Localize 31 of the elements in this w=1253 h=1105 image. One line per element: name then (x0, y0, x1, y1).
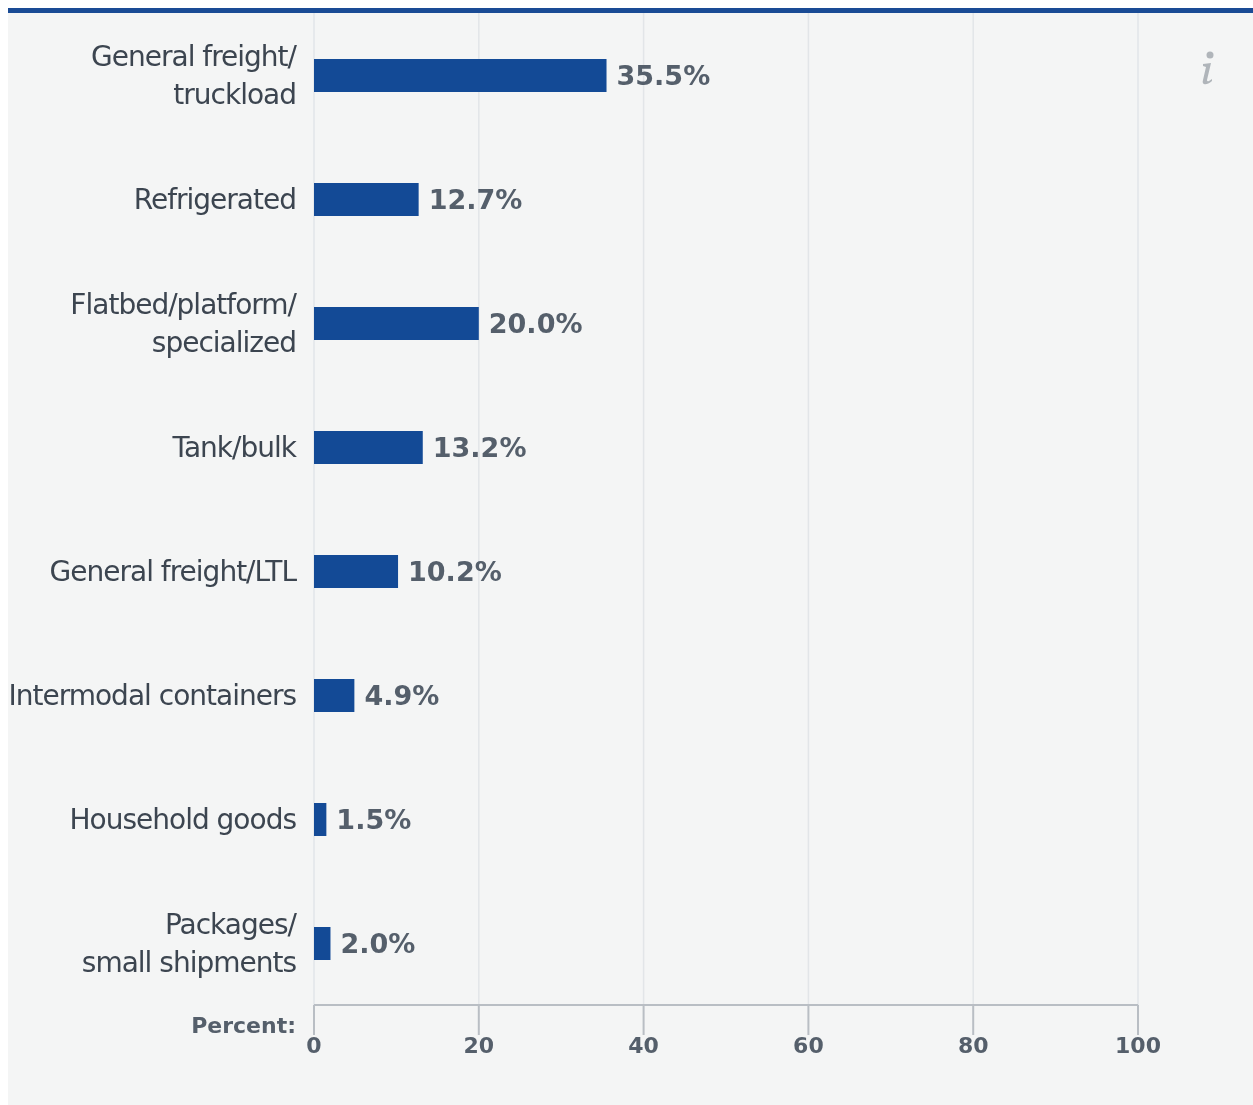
data-label: 20.0% (488, 308, 583, 340)
bar (314, 307, 479, 340)
x-axis-title: Percent: (191, 1012, 296, 1038)
x-tick-label: 40 (628, 1032, 659, 1058)
y-tick-label: Refrigerated (133, 182, 296, 216)
data-label: 10.2% (408, 556, 502, 588)
data-label: 4.9% (364, 680, 440, 712)
y-tick-label: General freight/LTL (49, 554, 298, 588)
x-tick-label: 100 (1115, 1032, 1161, 1058)
bar (314, 679, 355, 712)
x-tick-label: 0 (306, 1032, 322, 1058)
x-tick-label: 20 (463, 1032, 495, 1058)
data-label: 12.7% (428, 184, 523, 216)
y-tick-label: Intermodal containers (8, 678, 297, 712)
y-tick-label: Tank/bulk (171, 430, 298, 464)
x-tick-label: 80 (957, 1032, 989, 1058)
data-label: 13.2% (432, 432, 527, 464)
bar (314, 183, 419, 216)
x-tick-label: 60 (793, 1032, 824, 1058)
bar (314, 59, 607, 92)
bar (314, 555, 399, 588)
data-label: 1.5% (336, 804, 412, 836)
y-tick-label: General freight/ truckload (91, 39, 298, 111)
bar (314, 431, 423, 464)
bar (314, 927, 331, 960)
y-tick-label: Household goods (69, 802, 297, 836)
data-label: 2.0% (340, 928, 416, 960)
bar (314, 803, 327, 836)
y-tick-label: Packages/ small shipments (81, 907, 298, 979)
y-tick-label: Flatbed/platform/ specialized (70, 287, 298, 359)
data-label: 35.5% (616, 60, 711, 92)
